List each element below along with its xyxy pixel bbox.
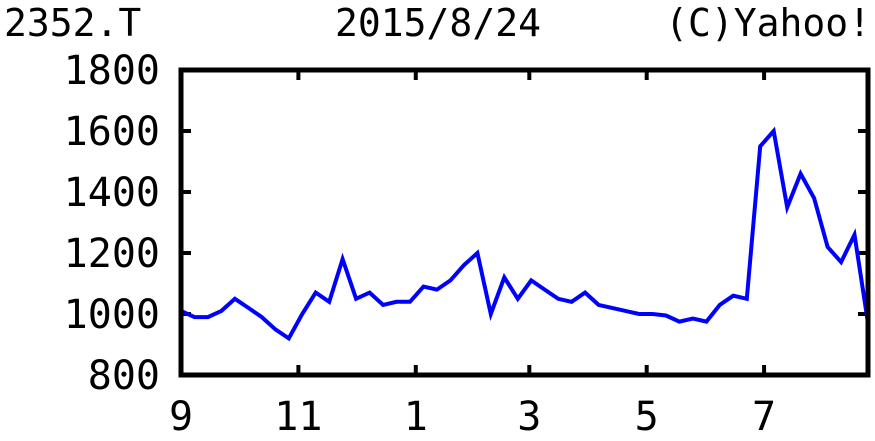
y-tick-label: 1200	[64, 231, 160, 277]
y-tick-label: 1000	[64, 292, 160, 338]
ticker-symbol: 2352.T	[4, 1, 141, 45]
x-tick-label: 1	[404, 394, 428, 436]
plot-frame	[181, 70, 868, 375]
y-tick-label: 1800	[64, 48, 160, 94]
chart-date: 2015/8/24	[335, 1, 541, 45]
y-tick-label: 1600	[64, 109, 160, 155]
price-line	[181, 131, 868, 338]
x-tick-label: 3	[517, 394, 541, 436]
x-tick-label: 7	[752, 394, 776, 436]
y-tick-label: 1400	[64, 170, 160, 216]
x-tick-label: 5	[635, 394, 659, 436]
y-tick-label: 800	[88, 353, 160, 399]
x-tick-label: 9	[169, 394, 193, 436]
copyright: (C)Yahoo!	[665, 1, 871, 45]
x-tick-label: 11	[274, 394, 322, 436]
